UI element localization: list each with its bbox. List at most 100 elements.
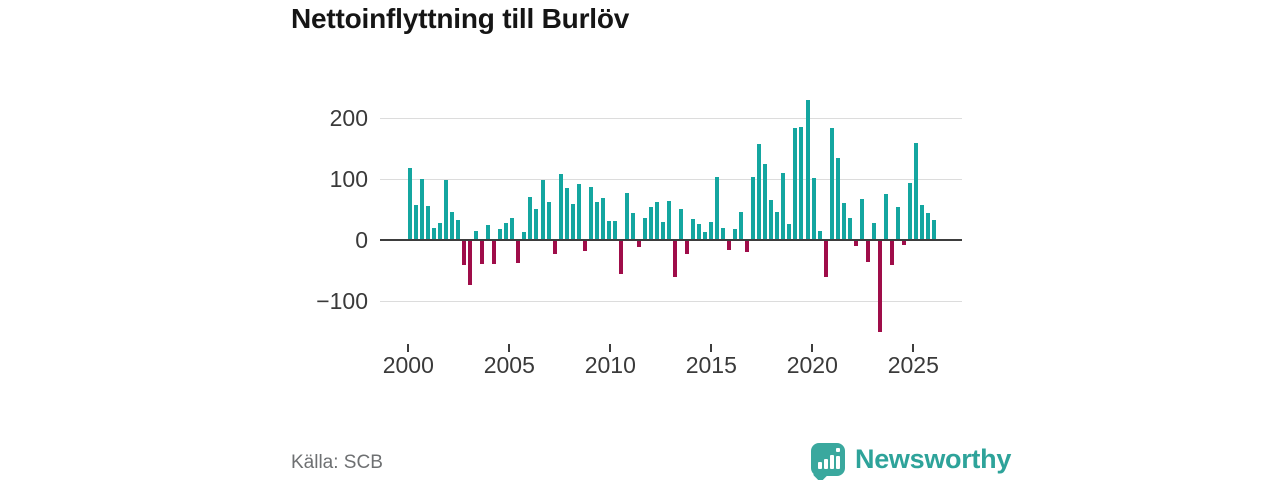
bar: [648, 206, 653, 240]
bar: [889, 240, 894, 266]
bar: [618, 240, 623, 275]
icon-exclamation-bar: [836, 456, 840, 469]
bar: [823, 240, 828, 278]
bar: [871, 222, 876, 240]
x-axis-label-2020: 2020: [786, 352, 838, 378]
bar: [793, 127, 798, 240]
bar: [817, 230, 822, 240]
x-axis-label-2025: 2025: [887, 352, 939, 378]
bar: [829, 127, 834, 240]
x-axis-tick-2015: [710, 344, 713, 352]
bar: [781, 173, 786, 240]
bar: [552, 240, 557, 254]
bar: [420, 179, 425, 240]
bar: [504, 223, 509, 240]
x-axis-label-2005: 2005: [483, 352, 535, 378]
x-axis-zero-line: [380, 238, 962, 241]
bar: [636, 240, 641, 247]
x-axis-tick-2000: [407, 344, 410, 352]
newsworthy-logo: Newsworthy: [811, 443, 1011, 476]
bar: [642, 218, 647, 240]
bar: [883, 194, 888, 240]
y-axis-label--100: −100: [316, 287, 368, 314]
bar: [715, 177, 720, 240]
bar: [703, 231, 708, 240]
bar: [805, 100, 810, 240]
bar: [606, 221, 611, 240]
newsworthy-icon: [811, 443, 845, 476]
icon-exclamation-dot: [836, 448, 840, 452]
bar: [721, 228, 726, 240]
bar: [528, 196, 533, 240]
grid-line-y200: [380, 117, 962, 119]
bar: [432, 228, 437, 240]
bar: [450, 211, 455, 240]
bar: [763, 163, 768, 240]
bar: [540, 180, 545, 240]
bar: [769, 199, 774, 240]
y-axis-label-200: 200: [329, 104, 368, 131]
x-axis-label-2000: 2000: [382, 352, 434, 378]
x-axis-tick-2020: [811, 344, 814, 352]
bar: [630, 212, 635, 240]
icon-bar-small: [818, 462, 822, 469]
bar: [570, 204, 575, 240]
bar: [456, 220, 461, 240]
bar: [612, 221, 617, 240]
bar: [498, 228, 503, 240]
x-axis-label-2010: 2010: [584, 352, 636, 378]
bar: [799, 126, 804, 240]
bar: [841, 203, 846, 240]
bar: [913, 143, 918, 240]
bar: [907, 183, 912, 240]
bar: [691, 218, 696, 240]
bar: [751, 177, 756, 240]
bar: [510, 217, 515, 240]
bar: [480, 240, 485, 264]
bar: [654, 202, 659, 240]
bar: [733, 228, 738, 240]
bar: [666, 201, 671, 240]
bar: [727, 240, 732, 250]
x-axis-tick-2005: [508, 344, 511, 352]
bar: [624, 193, 629, 240]
bar: [534, 208, 539, 240]
bar: [546, 202, 551, 240]
bar: [558, 173, 563, 240]
bar: [931, 219, 936, 240]
bar: [462, 240, 467, 266]
bar: [835, 158, 840, 240]
bar: [492, 240, 497, 264]
bar: [588, 186, 593, 240]
bar: [673, 240, 678, 277]
bar: [811, 177, 816, 240]
bar: [438, 223, 443, 240]
bar: [582, 240, 587, 252]
bar: [426, 206, 431, 240]
bar: [468, 240, 473, 285]
bar: [576, 184, 581, 240]
bar: [594, 201, 599, 240]
bar: [679, 209, 684, 240]
y-axis-label-0: 0: [355, 226, 368, 253]
bar: [919, 204, 924, 240]
bar: [925, 212, 930, 240]
bar: [787, 224, 792, 240]
newsworthy-wordmark: Newsworthy: [855, 444, 1012, 474]
grid-line-y100: [380, 178, 962, 180]
bar: [408, 168, 413, 240]
y-axis-label-100: 100: [329, 165, 368, 192]
grid-line-y-100: [380, 300, 962, 302]
bar: [853, 240, 858, 247]
bar: [757, 143, 762, 240]
bar: [474, 231, 479, 240]
bar: [901, 240, 906, 245]
bar: [847, 217, 852, 240]
bar: [865, 240, 870, 263]
bar: [564, 188, 569, 240]
x-axis-tick-2025: [912, 344, 915, 352]
source-note: Källa: SCB: [291, 452, 383, 473]
bar: [877, 240, 882, 333]
bar: [414, 204, 419, 240]
